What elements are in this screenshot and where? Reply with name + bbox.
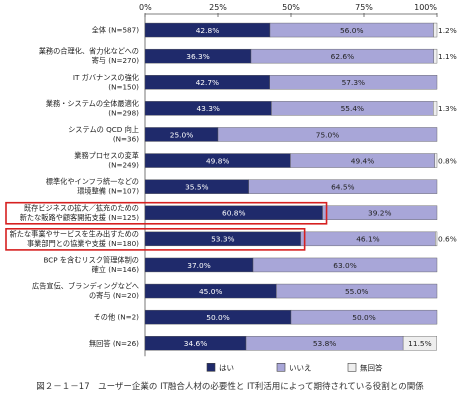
- data-label: 1.1%: [438, 52, 457, 61]
- data-label: 50.0%: [352, 313, 375, 322]
- category-label: 新たな販路や顧客開拓支援 (N=125): [20, 213, 139, 222]
- legend-swatch: [347, 362, 357, 372]
- bar-segment-no: [248, 179, 438, 194]
- data-label: 53.3%: [211, 235, 234, 244]
- legend-label: 無回答: [360, 362, 383, 372]
- data-label: 64.5%: [331, 182, 354, 191]
- bar-segment-no-answer: [433, 101, 438, 116]
- category-label: (N=298): [108, 108, 139, 117]
- data-label: 45.0%: [199, 287, 222, 296]
- legend-swatch: [276, 362, 286, 372]
- data-label: 36.3%: [186, 52, 209, 61]
- data-label: 37.0%: [187, 261, 210, 270]
- data-label: 39.2%: [368, 209, 391, 218]
- data-label: 75.0%: [316, 130, 339, 139]
- bar-segment-no: [217, 127, 438, 142]
- data-label: 25.0%: [170, 130, 193, 139]
- data-label: 35.5%: [185, 182, 208, 191]
- data-label: 0.8%: [438, 156, 457, 165]
- figure-caption: 図２－１－17 ユーザー企業の IT融合人材の必要性と IT利活用によって期待さ…: [36, 382, 424, 392]
- category-label: 全体 (N=587): [92, 26, 140, 35]
- legend-swatch: [206, 362, 216, 372]
- category-label: 寄与 (N=270): [92, 56, 140, 65]
- data-label: 55.4%: [341, 104, 364, 113]
- category-label: 新たな事業やサービスを生み出すための: [10, 229, 139, 238]
- data-label: 11.5%: [408, 339, 431, 348]
- data-label: 43.3%: [196, 104, 219, 113]
- data-label: 46.1%: [356, 235, 379, 244]
- category-label: その他 (N=2): [94, 313, 140, 322]
- data-label: 1.3%: [438, 104, 457, 113]
- data-label: 57.3%: [342, 78, 365, 87]
- data-label: 42.8%: [196, 26, 219, 35]
- bar-segment-no: [276, 283, 438, 299]
- bar-segment-no: [290, 309, 438, 325]
- legend-label: いいえ: [289, 363, 312, 372]
- data-label: 53.8%: [313, 339, 336, 348]
- category-label: 広告宣伝、ブランディングなどへ: [32, 282, 139, 291]
- bar-segment-no: [269, 75, 438, 90]
- category-label: (N=249): [108, 161, 139, 170]
- category-label: システムの QCD 向上: [68, 125, 139, 134]
- data-label: 1.2%: [438, 26, 457, 35]
- data-label: 34.6%: [184, 339, 207, 348]
- category-label: 事業部門との協業や支援 (N=180): [27, 239, 139, 248]
- highlight-box: [5, 201, 328, 225]
- x-tick-label: 25%: [209, 3, 227, 12]
- category-label: IT ガバナンスの強化: [73, 73, 139, 82]
- bar-segment-no-answer: [402, 336, 437, 351]
- category-label: 確立 (N=146): [92, 265, 140, 274]
- category-label: の寄与 (N=20): [89, 291, 139, 300]
- category-label: 環境整備 (N=107): [77, 187, 139, 196]
- category-label: 標準化やインフラ統一などの: [46, 177, 139, 186]
- data-label: 50.0%: [206, 313, 229, 322]
- x-tick-label: 75%: [355, 3, 373, 12]
- data-label: 60.8%: [222, 209, 245, 218]
- data-label: 49.8%: [206, 156, 229, 165]
- x-tick-label: 0%: [139, 3, 152, 12]
- bar-segment-no-answer: [433, 48, 438, 64]
- bar-segment-no-answer: [433, 22, 438, 38]
- data-label: 63.0%: [333, 261, 356, 270]
- bar-segment-no: [322, 205, 438, 220]
- legend-label: はい: [219, 363, 234, 372]
- category-label: (N=36): [113, 134, 139, 143]
- category-label: (N=150): [108, 82, 139, 91]
- x-tick-label: 50%: [282, 3, 300, 12]
- stacked-bar-chart: 0% 25% 50% 75% 100% 全体 (N=587) 42.8% 56.0% 1.2% 業…: [5, 3, 457, 372]
- category-label: 業務プロセスの変革: [74, 151, 139, 160]
- data-label: 62.6%: [331, 52, 354, 61]
- highlight-box: [5, 228, 306, 251]
- category-label: 業務・システムの全体最適化: [46, 99, 139, 108]
- data-label: 55.0%: [345, 287, 368, 296]
- category-label: 無回答 (N=26): [89, 339, 139, 348]
- category-label: BCP を含むリスク管理体制の: [43, 255, 139, 264]
- category-label: 既存ビジネスの拡大／拡充のための: [24, 203, 139, 212]
- data-label: 56.0%: [340, 26, 363, 35]
- bar-segment-no-answer: [435, 231, 438, 247]
- category-label: 業務の合理化、省力化などへの: [39, 47, 139, 56]
- data-label: 49.4%: [351, 156, 374, 165]
- data-label: 42.7%: [196, 78, 219, 87]
- data-label: 0.6%: [438, 235, 457, 244]
- bar-segment-no: [252, 257, 438, 273]
- x-tick-label: 100%: [414, 3, 437, 12]
- bar-segment-no-answer: [434, 153, 438, 168]
